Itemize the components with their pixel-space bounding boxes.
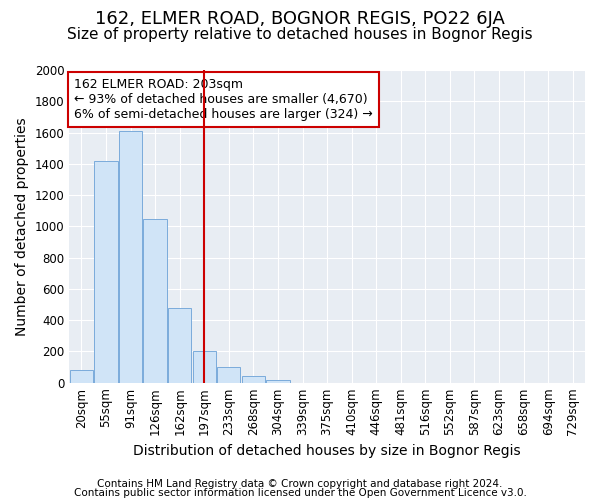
Text: Contains public sector information licensed under the Open Government Licence v3: Contains public sector information licen… (74, 488, 526, 498)
Y-axis label: Number of detached properties: Number of detached properties (15, 117, 29, 336)
Bar (94, 160, 118, 382)
Bar (168, 308, 191, 382)
Bar (143, 218, 167, 382)
Bar (242, 376, 265, 382)
Bar (193, 352, 216, 382)
Text: Contains HM Land Registry data © Crown copyright and database right 2024.: Contains HM Land Registry data © Crown c… (97, 479, 503, 489)
Bar (119, 131, 142, 382)
Text: 162, ELMER ROAD, BOGNOR REGIS, PO22 6JA: 162, ELMER ROAD, BOGNOR REGIS, PO22 6JA (95, 10, 505, 28)
Text: Size of property relative to detached houses in Bognor Regis: Size of property relative to detached ho… (67, 28, 533, 42)
X-axis label: Distribution of detached houses by size in Bognor Regis: Distribution of detached houses by size … (133, 444, 521, 458)
Bar (217, 367, 241, 382)
Text: 162 ELMER ROAD: 203sqm
← 93% of detached houses are smaller (4,670)
6% of semi-d: 162 ELMER ROAD: 203sqm ← 93% of detached… (74, 78, 373, 121)
Bar (266, 380, 290, 382)
Bar (70, 370, 93, 382)
